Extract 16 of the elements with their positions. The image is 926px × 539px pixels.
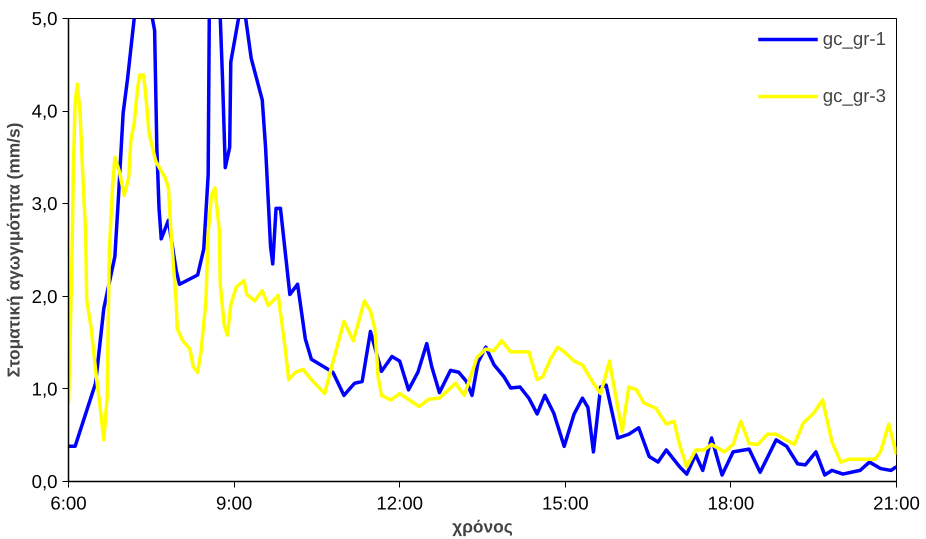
legend-label: gc_gr-1 <box>822 28 886 50</box>
legend-label: gc_gr-3 <box>822 85 886 107</box>
y-tick-label: 3,0 <box>32 193 58 214</box>
x-tick-label: 12:00 <box>376 492 424 514</box>
x-tick-label: 15:00 <box>542 492 589 514</box>
y-axis-title: Στοματική αγωγιμότητα (mm/s) <box>4 122 24 378</box>
x-tick-label: 6:00 <box>50 492 87 514</box>
x-tick-label: 9:00 <box>216 492 252 514</box>
y-tick-label: 0,0 <box>32 471 58 492</box>
y-tick-label: 2,0 <box>32 286 58 307</box>
x-tick-label: 18:00 <box>708 492 754 514</box>
x-tick-label: 21:00 <box>873 492 920 514</box>
y-tick-label: 4,0 <box>32 100 58 122</box>
y-tick-label: 5,0 <box>32 8 58 29</box>
y-tick-label: 1,0 <box>32 378 58 400</box>
x-axis-title: χρόνος <box>452 516 513 536</box>
